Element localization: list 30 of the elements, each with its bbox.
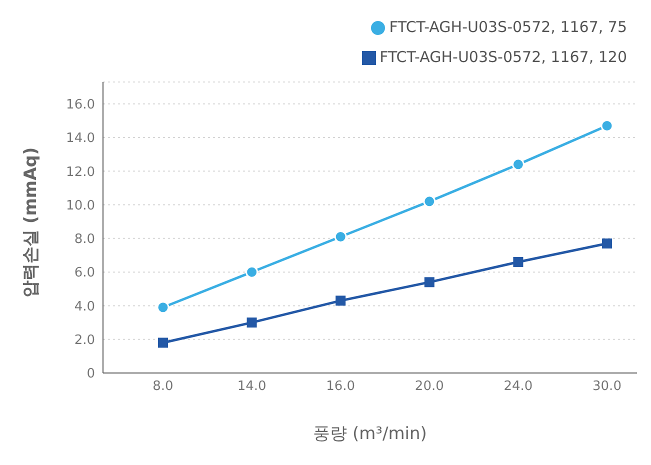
y-tick-label: 12.0 xyxy=(66,164,95,180)
x-tick-label: 20.0 xyxy=(414,379,444,394)
y-tick-label: 14.0 xyxy=(66,131,95,146)
point xyxy=(334,230,347,243)
x-tick-label: 14.0 xyxy=(237,379,266,394)
y-axis-title: 압력손실 (mmAq) xyxy=(21,147,42,298)
point xyxy=(336,296,346,306)
x-tick-label: 8.0 xyxy=(152,379,174,394)
point xyxy=(246,318,257,328)
y-tick-label: 0 xyxy=(86,366,95,382)
point xyxy=(424,277,434,288)
point xyxy=(513,256,524,267)
point xyxy=(512,158,524,171)
y-tick-label: 4.0 xyxy=(74,299,95,314)
legend-label: FTCT-AGH-U03S-0572, 1167, 120 xyxy=(380,48,627,66)
point xyxy=(156,301,170,314)
y-tick-label: 16.0 xyxy=(66,97,95,112)
point xyxy=(246,266,258,278)
point xyxy=(423,195,436,208)
x-axis-title: 풍량 (m³/min) xyxy=(313,424,427,444)
y-tick-label: 10.0 xyxy=(66,198,95,214)
x-tick-label: 30.0 xyxy=(592,379,622,394)
legend-label: FTCT-AGH-U03S-0572, 1167, 75 xyxy=(389,18,627,36)
x-tick-label: 24.0 xyxy=(504,379,533,394)
point xyxy=(158,338,168,348)
point xyxy=(602,238,612,248)
y-tick-label: 8.0 xyxy=(74,232,95,248)
y-tick-label: 6.0 xyxy=(74,266,95,281)
x-tick-label: 16.0 xyxy=(326,379,356,394)
y-tick-label: 2.0 xyxy=(74,332,95,348)
